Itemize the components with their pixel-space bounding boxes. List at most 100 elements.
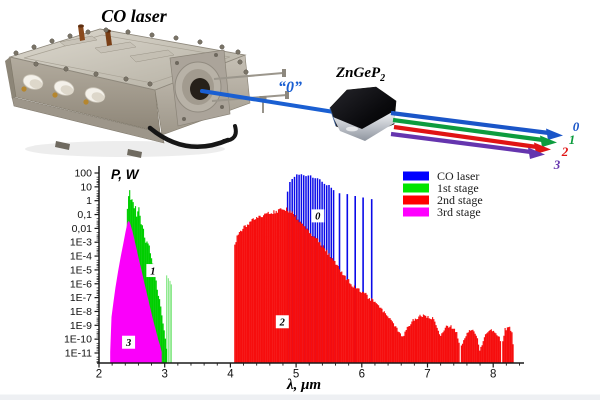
insulator — [21, 74, 44, 92]
y-tick-label: 0,01 — [72, 223, 93, 235]
spectrum-comb — [234, 207, 514, 363]
bolt — [103, 27, 109, 33]
y-tick-label: 100 — [74, 168, 92, 180]
y-tick-label: 1E-9 — [70, 320, 92, 332]
alignment-rod — [213, 72, 284, 80]
power-cable — [222, 124, 238, 143]
legend-label-2nd-stage: 2nd stage — [437, 193, 483, 207]
crystal-label: ZnGeP2 — [335, 65, 385, 84]
output-beam-1 — [392, 117, 544, 143]
x-tick-label: 2 — [96, 369, 102, 381]
y-tick-label: 1 — [86, 195, 92, 207]
spectrum-isolated-lines — [166, 275, 172, 363]
crystal-label-main: ZnGeP — [335, 65, 381, 81]
rod-tip — [282, 69, 286, 77]
output-beam-label-2: 2 — [561, 144, 569, 159]
spectrum-chart: 2 3 4 5 6 7 81001010,10,011E-31E-41E-51E-61E-7… — [64, 166, 524, 393]
output-beam-0-arrowhead — [546, 128, 563, 140]
bolt — [243, 69, 249, 75]
x-tick-label: 3 — [161, 369, 167, 381]
lid-post — [105, 30, 112, 46]
device-shadow — [25, 141, 225, 157]
lid-plate — [94, 41, 137, 54]
y-tick-label: 10 — [80, 181, 92, 193]
x-axis-title: λ, μm — [286, 377, 321, 393]
y-tick-label: 1E-3 — [70, 237, 92, 249]
input-beam — [200, 89, 336, 114]
bolt — [147, 81, 153, 87]
x-tick-label: 8 — [490, 369, 496, 381]
lid-post — [78, 25, 85, 41]
bolt — [85, 29, 91, 35]
y-tick-label: 1E-11 — [65, 347, 92, 359]
bolt — [237, 59, 243, 65]
bolt — [33, 61, 39, 67]
output-beam-2-arrowhead — [534, 142, 551, 154]
bolt — [123, 76, 129, 82]
y-tick-label: 0,1 — [77, 209, 92, 221]
crystal-bottom-facet — [333, 111, 396, 141]
crystal-label-sub: 2 — [379, 73, 385, 84]
flange-bolt — [220, 105, 224, 109]
bolt — [67, 33, 73, 39]
crystal-specular — [346, 126, 358, 132]
bolt — [125, 29, 131, 35]
output-beams: 0 1 2 3 — [390, 110, 580, 172]
y-axis-title: P, W — [111, 167, 140, 182]
annotation-box — [146, 264, 160, 278]
y-tick-label: 1E-6 — [70, 278, 92, 290]
bolt — [63, 66, 69, 72]
device-foot — [55, 141, 70, 150]
output-beam-2 — [393, 124, 538, 150]
legend-label-3rd-stage: 3rd stage — [437, 205, 481, 219]
flange-bolt — [182, 117, 186, 121]
znge-p2-crystal — [329, 86, 397, 141]
spectra-series — [110, 174, 514, 363]
co-laser-photo — [5, 24, 289, 158]
y-tick-label: 1E-7 — [70, 292, 92, 304]
hanging-screw-head — [259, 96, 267, 100]
power-cable — [147, 125, 231, 149]
chart-legend: CO laser 1st stage 2nd stage 3rd stage — [403, 169, 483, 219]
y-tick-label: 1E-5 — [70, 264, 92, 276]
output-beam-3 — [390, 131, 532, 155]
rod-tip — [285, 91, 289, 99]
band-annotations: 0 1 2 3 — [122, 209, 325, 349]
x-tick-label: 6 — [359, 369, 365, 381]
annotation-box — [122, 335, 136, 349]
legend-swatch-1st-stage — [403, 183, 429, 193]
bolt — [93, 71, 99, 77]
device-rail — [11, 96, 165, 144]
ceramic-insulators — [21, 74, 106, 105]
annotation-label: 2 — [279, 318, 286, 329]
annotation-label: 1 — [150, 266, 155, 277]
annotation-label: 3 — [125, 338, 131, 349]
lid-post-cap — [78, 24, 84, 28]
bolt — [173, 35, 179, 41]
output-beam-0 — [390, 110, 550, 136]
output-beam-label-1: 1 — [569, 132, 576, 147]
bolt — [31, 44, 37, 50]
insulator — [52, 80, 75, 98]
bolt — [49, 38, 55, 44]
lid-bolts — [13, 27, 249, 87]
beam-exit-hole — [190, 78, 210, 100]
bolt — [197, 39, 203, 45]
y-tick-label: 1E-10 — [64, 334, 92, 346]
spectrum-area — [110, 220, 162, 363]
output-beam-label-0: 0 — [573, 119, 580, 134]
y-tick-label: 1E-8 — [70, 306, 92, 318]
spectrum-2nd-stage — [234, 207, 514, 363]
bolt — [149, 32, 155, 38]
lid-plate — [129, 49, 175, 63]
input-beam-label: “0” — [278, 79, 302, 96]
annotation-label: 0 — [315, 212, 321, 223]
legend-label-1st-stage: 1st stage — [437, 181, 479, 195]
bottom-page-strip — [0, 394, 600, 400]
x-tick-label: 5 — [293, 369, 299, 381]
output-beam-label-3: 3 — [553, 157, 561, 172]
annotation-box — [311, 209, 325, 223]
bolt — [235, 49, 241, 55]
